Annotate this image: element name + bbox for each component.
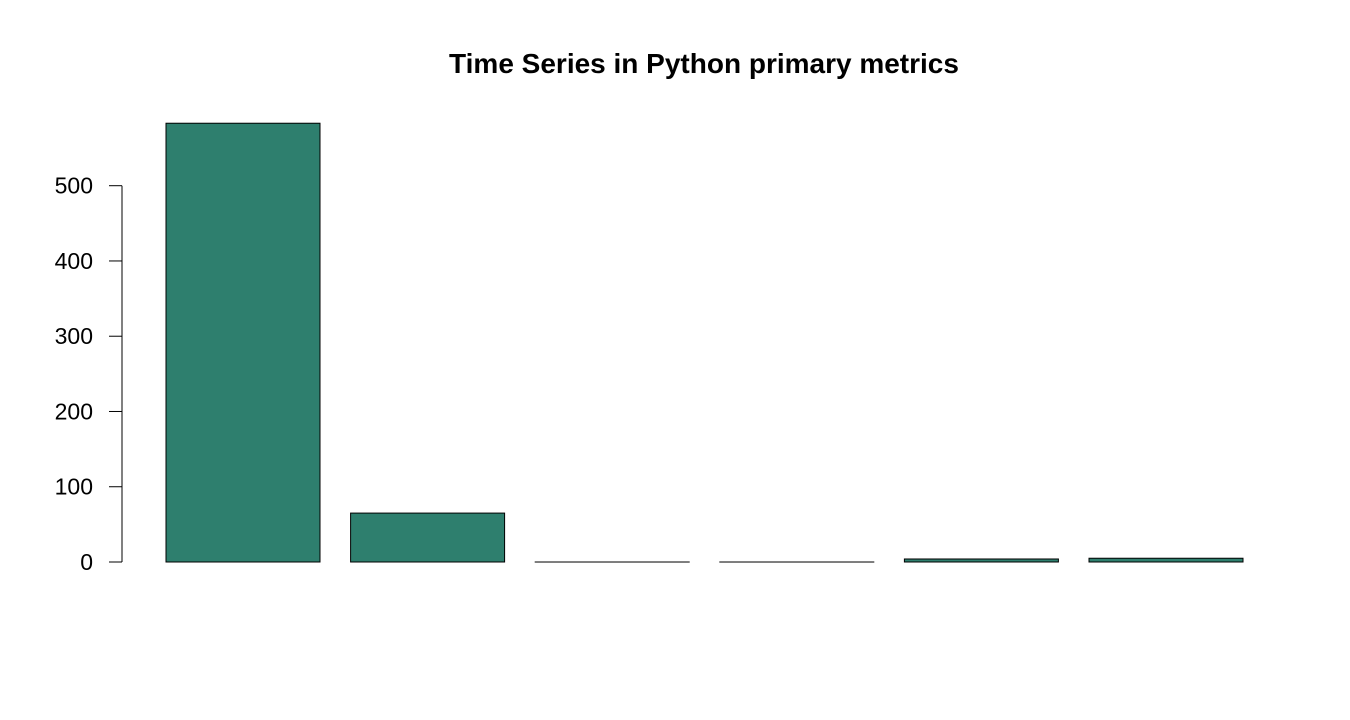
bar bbox=[1088, 557, 1244, 563]
y-tick-label: 400 bbox=[55, 248, 93, 274]
y-tick-label: 100 bbox=[55, 474, 93, 500]
y-tick-label: 300 bbox=[55, 323, 93, 349]
bar bbox=[903, 558, 1059, 563]
chart-title: Time Series in Python primary metrics bbox=[449, 48, 959, 79]
bars-group bbox=[165, 122, 1244, 563]
y-tick-label: 0 bbox=[80, 549, 93, 575]
y-tick-label: 200 bbox=[55, 398, 93, 424]
bar bbox=[165, 122, 321, 563]
y-axis: 0 100 200 300 400 500 bbox=[55, 173, 123, 575]
y-tick-label: 500 bbox=[55, 173, 93, 199]
bar bbox=[350, 512, 506, 563]
